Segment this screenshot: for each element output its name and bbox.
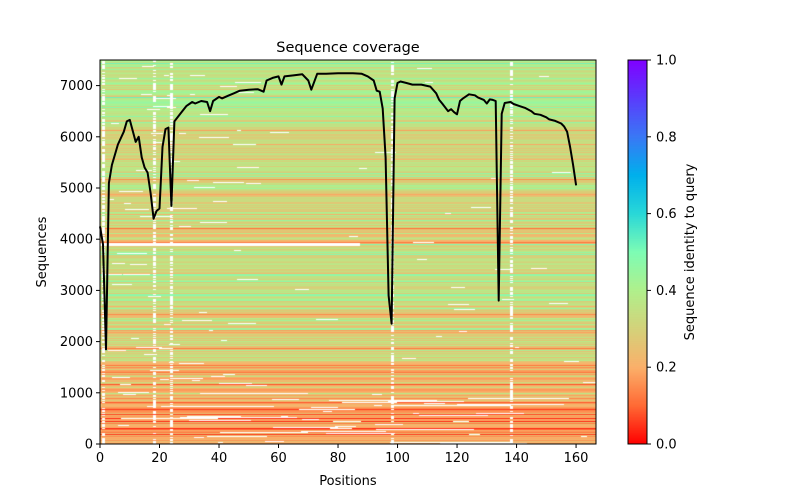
plot-frame — [99, 59, 597, 445]
x-tick-label: 140 — [504, 451, 529, 466]
coverage-heatmap — [100, 60, 596, 444]
x-tick-label: 40 — [211, 451, 228, 466]
y-tick-label: 4000 — [60, 233, 93, 248]
x-tick-label: 60 — [270, 451, 287, 466]
colorbar-label: Sequence identity to query — [683, 163, 698, 340]
y-tick-label: 6000 — [60, 130, 93, 145]
x-tick-label: 100 — [385, 451, 410, 466]
x-tick-label: 20 — [151, 451, 168, 466]
colorbar-tick-label: 0.6 — [656, 207, 677, 222]
colorbar-tick-label: 0.4 — [656, 284, 677, 299]
x-tick-label: 160 — [564, 451, 589, 466]
colorbar-tick-label: 0.8 — [656, 130, 677, 145]
chart-title: Sequence coverage — [276, 40, 420, 56]
y-axis-label: Sequences — [35, 216, 50, 287]
y-axis: 0 1000 2000 3000 4000 5000 6000 7000 — [60, 79, 100, 453]
coverage-line — [99, 72, 578, 351]
y-tick-label: 1000 — [60, 386, 93, 401]
colorbar-tick-label: 0.2 — [656, 361, 677, 376]
x-tick-label: 80 — [330, 451, 347, 466]
colorbar-tick-label: 1.0 — [656, 54, 677, 69]
y-tick-label: 7000 — [60, 79, 93, 94]
x-tick-label: 0 — [96, 451, 104, 466]
x-tick-label: 120 — [445, 451, 470, 466]
colorbar-tick-label: 0.0 — [656, 438, 677, 453]
x-axis: 0 20 40 60 80 100 120 140 160 — [96, 444, 589, 466]
y-tick-label: 0 — [85, 438, 93, 453]
colorbar-axis: 0.0 0.2 0.4 0.6 0.8 1.0 — [647, 54, 677, 453]
colorbar-gradient — [628, 60, 647, 444]
coverage-line-layer — [99, 72, 578, 351]
colorbar-frame — [627, 59, 648, 445]
y-tick-label: 3000 — [60, 284, 93, 299]
y-tick-label: 5000 — [60, 182, 93, 197]
x-axis-label: Positions — [319, 474, 377, 489]
y-tick-label: 2000 — [60, 335, 93, 350]
